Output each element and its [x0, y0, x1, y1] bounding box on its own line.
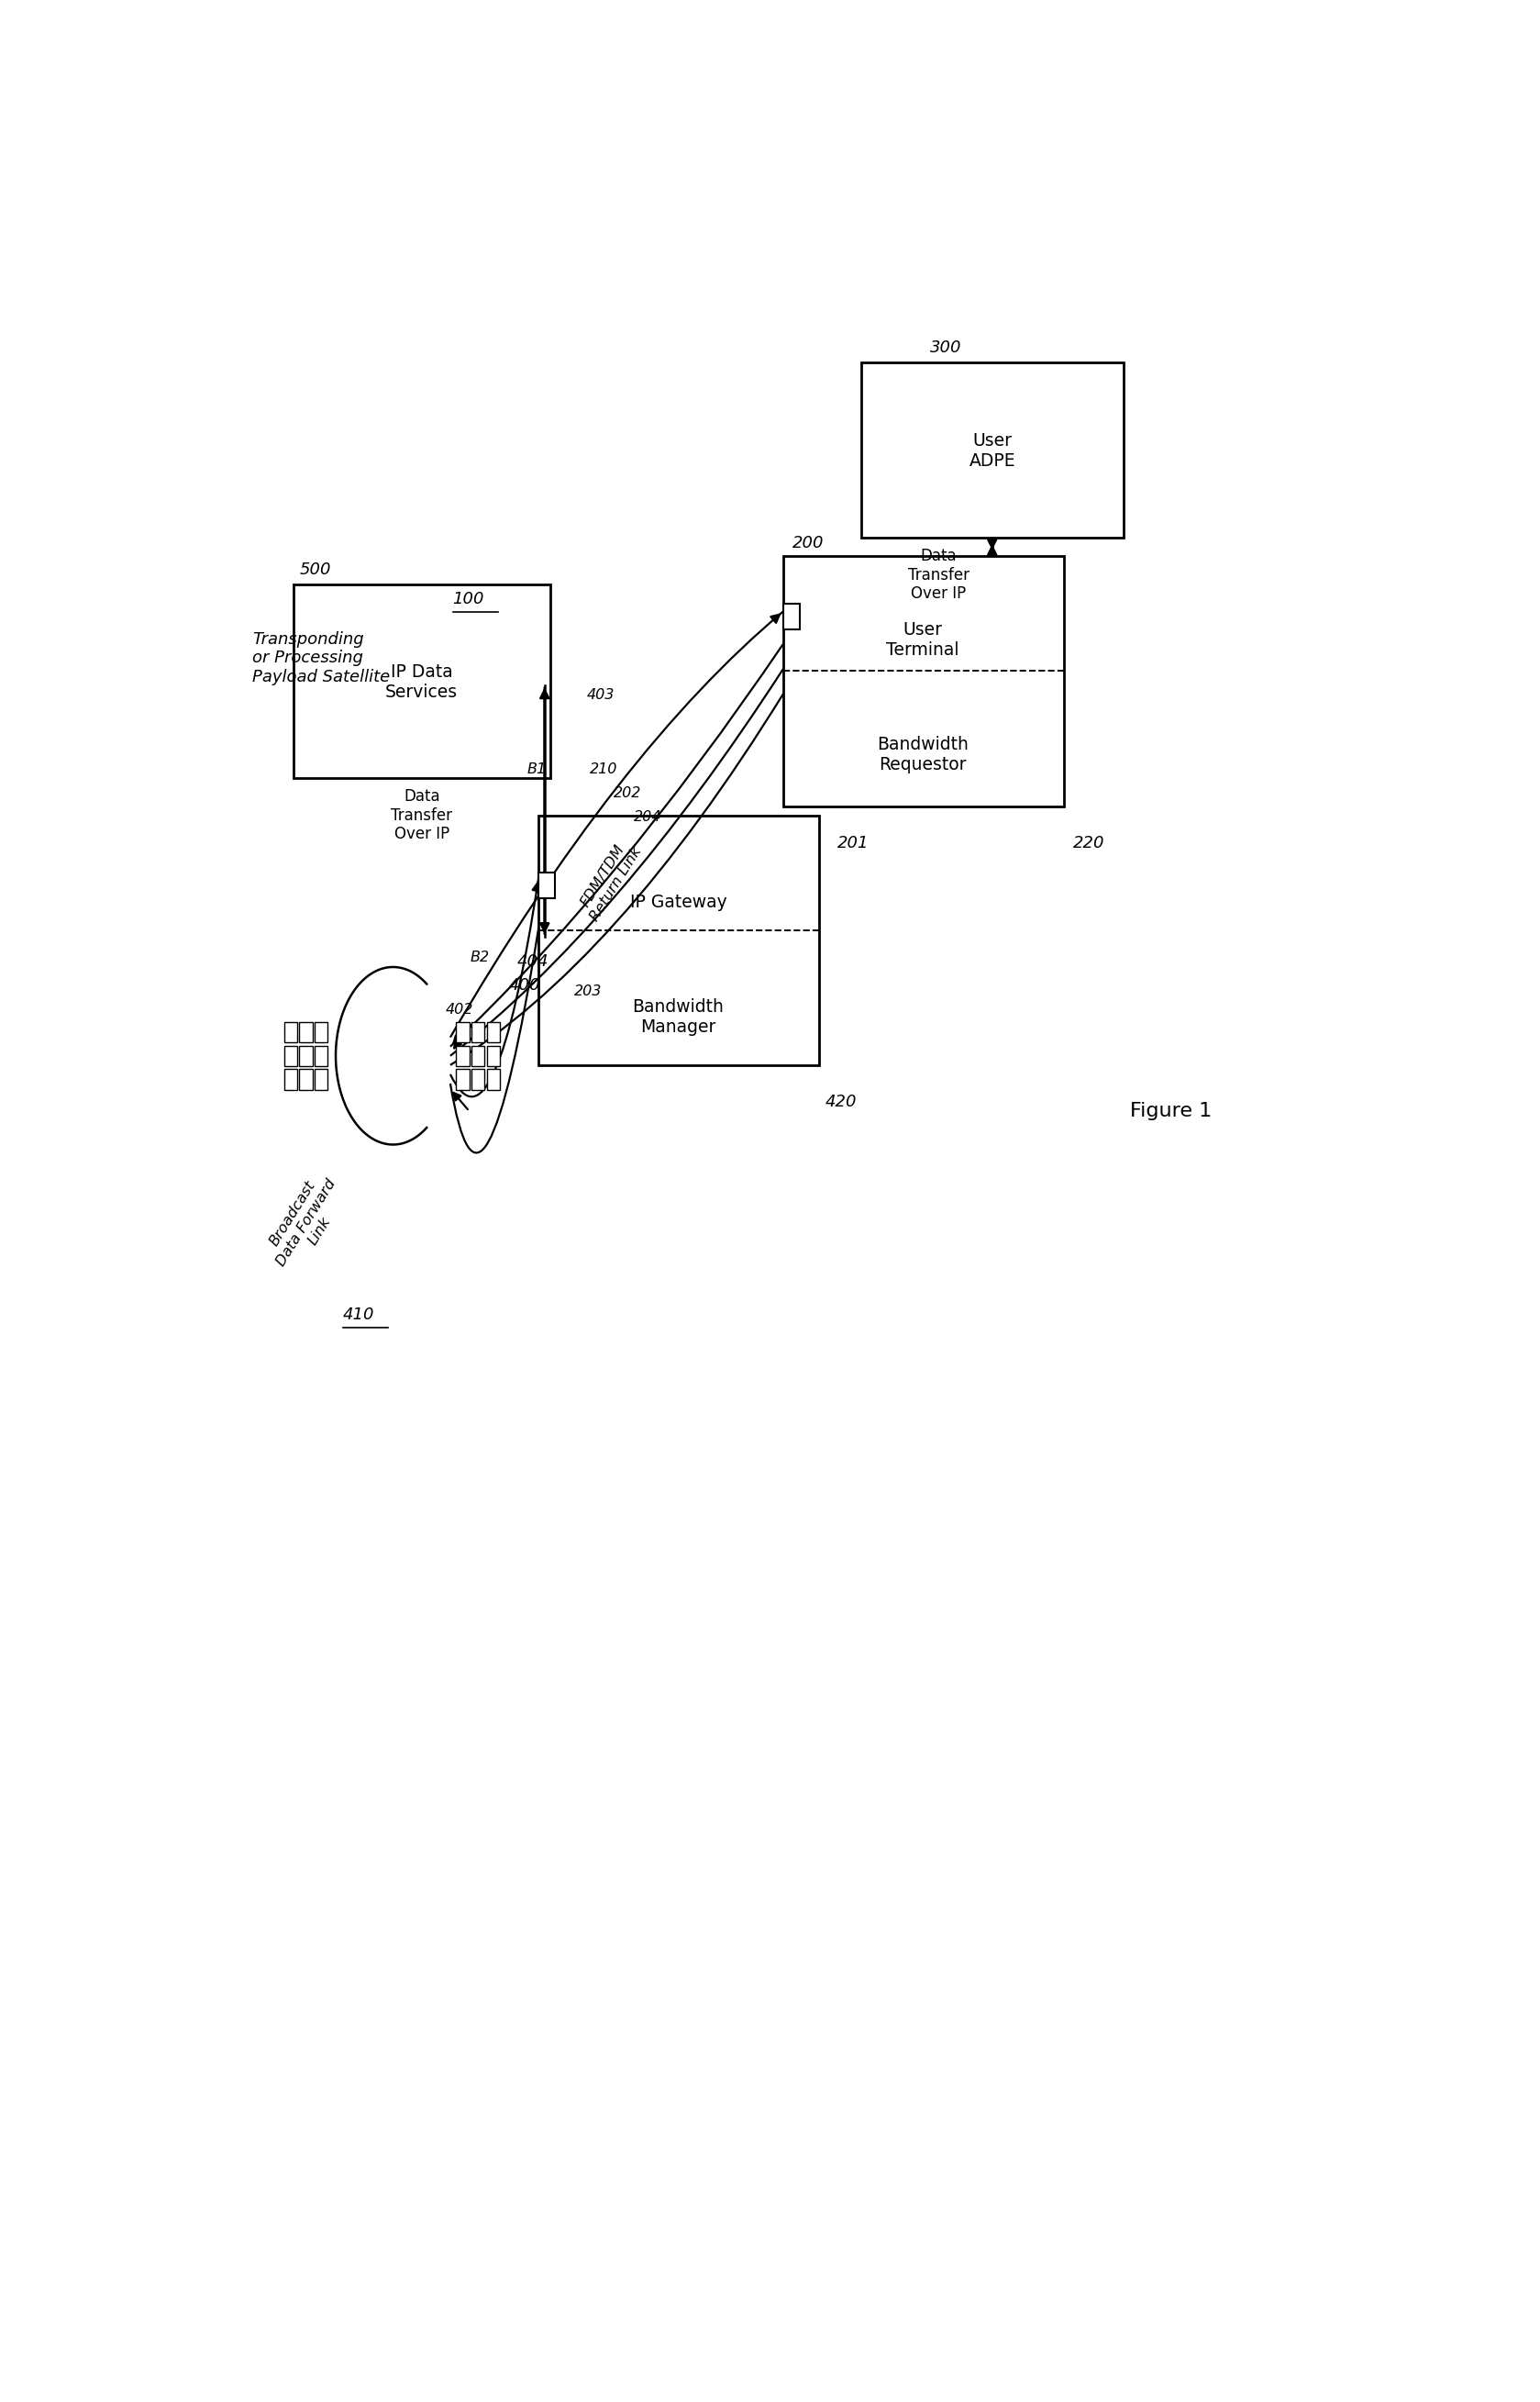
Bar	[456, 1045, 470, 1066]
FancyBboxPatch shape	[784, 557, 1064, 807]
Text: 200: 200	[793, 536, 824, 552]
Text: 100: 100	[453, 591, 484, 608]
Text: Data
Transfer
Over IP: Data Transfer Over IP	[391, 788, 453, 843]
Bar	[471, 1069, 485, 1091]
Text: 203: 203	[574, 985, 602, 997]
Bar	[471, 1045, 485, 1066]
Bar	[456, 1021, 470, 1042]
Text: Bandwidth
Manager: Bandwidth Manager	[633, 999, 724, 1035]
Text: 204: 204	[634, 809, 662, 824]
FancyBboxPatch shape	[861, 363, 1124, 538]
Text: 210: 210	[590, 761, 618, 776]
Text: User
Terminal: User Terminal	[887, 620, 959, 658]
Bar	[487, 1069, 500, 1091]
Text: 404: 404	[517, 954, 548, 970]
Bar	[299, 1045, 313, 1066]
Text: 402: 402	[445, 1002, 473, 1016]
Bar	[314, 1069, 328, 1091]
Text: Figure 1: Figure 1	[1130, 1103, 1212, 1119]
Text: 410: 410	[343, 1307, 374, 1324]
Bar	[471, 1021, 485, 1042]
Text: 420: 420	[825, 1093, 856, 1110]
Text: IP Data
Services: IP Data Services	[385, 663, 457, 701]
Text: FDM/TDM
Return Link: FDM/TDM Return Link	[574, 836, 644, 925]
Text: Transponding
or Processing
Payload Satellite: Transponding or Processing Payload Satel…	[253, 632, 390, 685]
Text: Broadcast
Data Forward
Link: Broadcast Data Forward Link	[260, 1167, 351, 1275]
Text: 400: 400	[508, 978, 541, 994]
Bar	[314, 1045, 328, 1066]
Text: B2: B2	[471, 951, 490, 966]
Text: 403: 403	[587, 689, 614, 701]
Bar	[456, 1069, 470, 1091]
Bar	[539, 872, 556, 898]
Text: 201: 201	[838, 836, 869, 850]
Bar	[784, 603, 799, 629]
Text: Bandwidth
Requestor: Bandwidth Requestor	[878, 735, 969, 773]
Text: Data
Transfer
Over IP: Data Transfer Over IP	[907, 548, 969, 603]
Bar	[283, 1021, 297, 1042]
Text: 202: 202	[614, 785, 642, 800]
Bar	[299, 1021, 313, 1042]
FancyBboxPatch shape	[294, 584, 551, 778]
Bar	[283, 1045, 297, 1066]
Text: IP Gateway: IP Gateway	[630, 894, 727, 910]
Bar	[314, 1021, 328, 1042]
Text: 500: 500	[300, 562, 331, 576]
Bar	[487, 1021, 500, 1042]
Text: User
ADPE: User ADPE	[969, 432, 1015, 471]
Text: B1: B1	[527, 761, 547, 776]
FancyBboxPatch shape	[539, 814, 819, 1064]
Text: 220: 220	[1073, 836, 1104, 850]
Bar	[487, 1045, 500, 1066]
Bar	[283, 1069, 297, 1091]
Text: 300: 300	[930, 339, 961, 355]
Bar	[299, 1069, 313, 1091]
